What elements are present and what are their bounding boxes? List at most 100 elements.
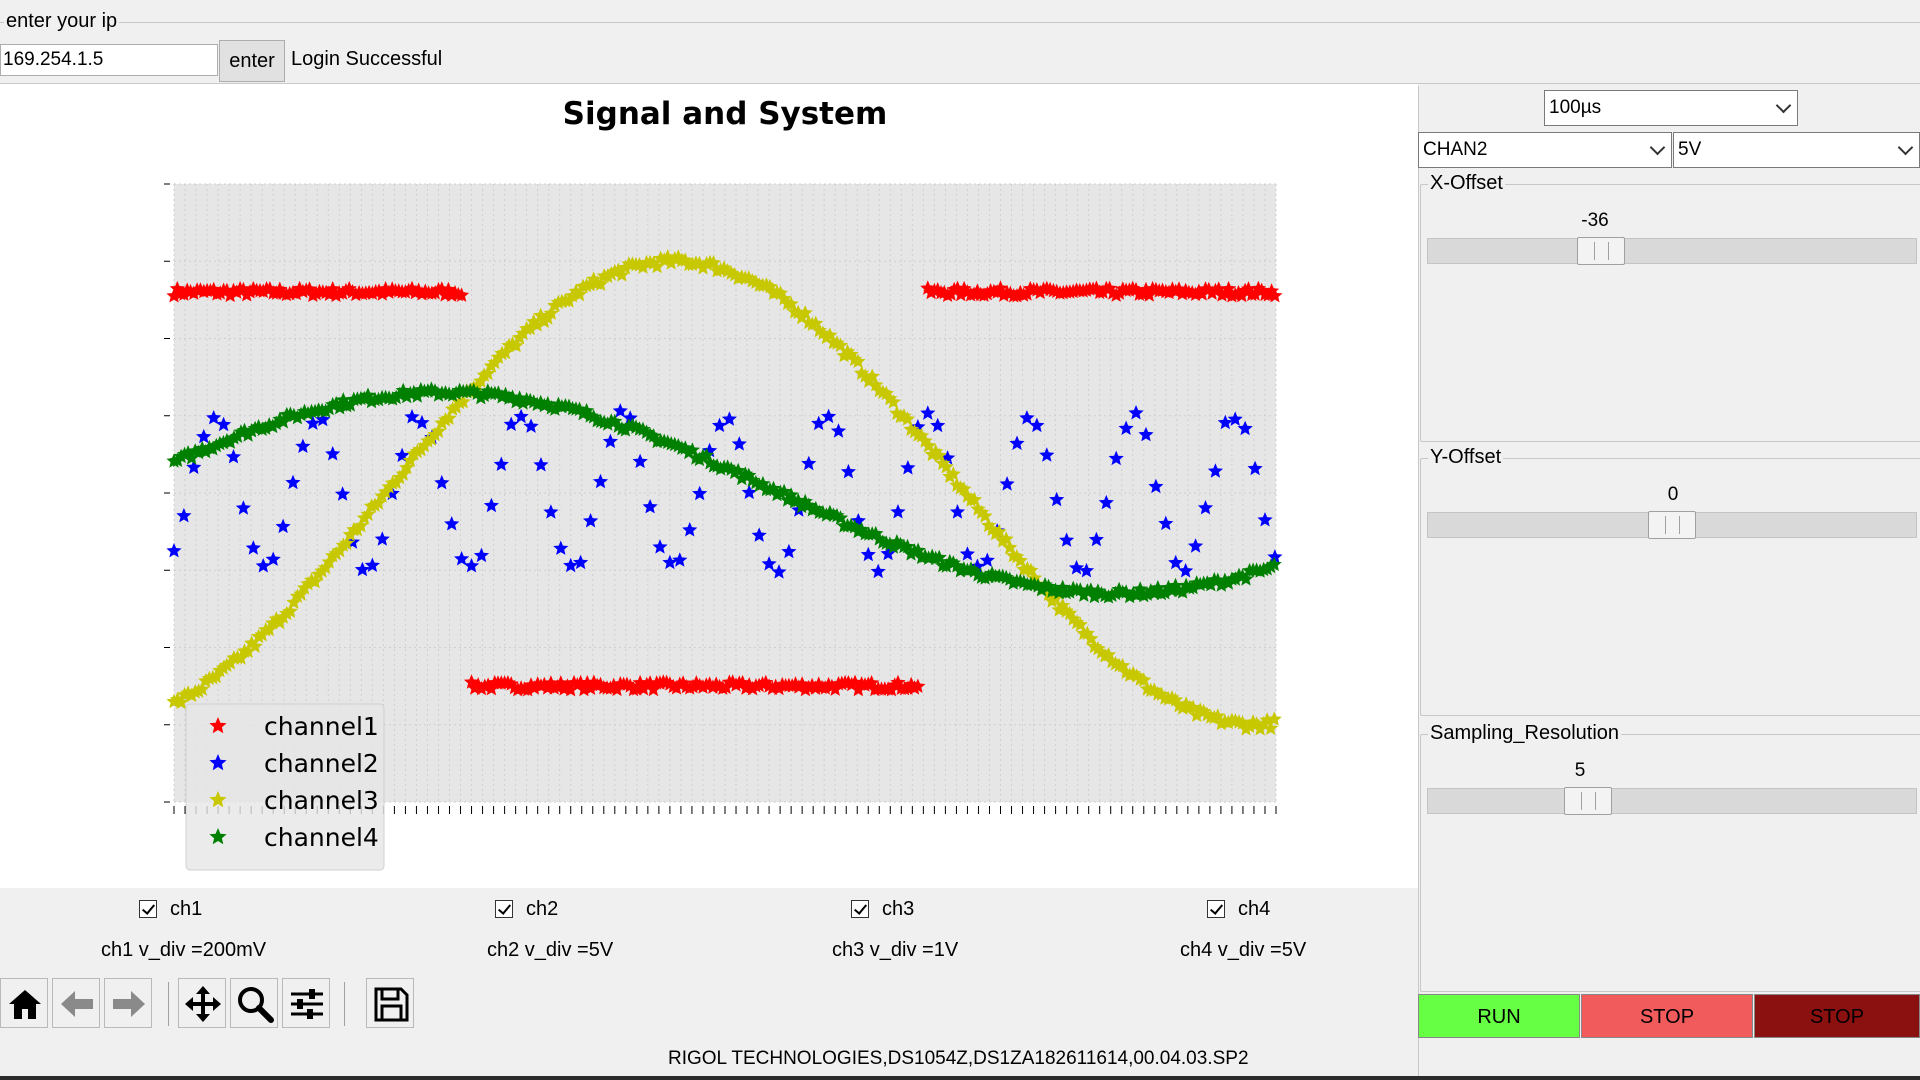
data-point (275, 518, 291, 534)
data-point (194, 681, 210, 696)
data-point (325, 446, 341, 461)
data-point (173, 694, 189, 710)
data-point (662, 554, 678, 570)
back-icon (61, 991, 93, 1017)
home-button[interactable] (0, 978, 48, 1028)
save-button[interactable] (366, 978, 414, 1028)
enter-button[interactable]: enter (219, 40, 285, 82)
volt-select[interactable]: 5V (1673, 132, 1920, 168)
chevron-down-icon (1775, 97, 1792, 114)
sampling-slider[interactable] (1427, 788, 1917, 814)
ip-input[interactable]: 169.254.1.5 (0, 44, 218, 76)
data-point (1267, 287, 1283, 303)
y-offset-handle[interactable] (1648, 511, 1696, 539)
data-point (543, 504, 559, 519)
data-point (1019, 410, 1035, 425)
timebase-value: 100µs (1549, 97, 1602, 118)
plot-svg: Signal and System channel1 channel2 channel… (164, 96, 1283, 871)
data-point (374, 531, 390, 546)
data-point (571, 286, 588, 302)
pan-button[interactable] (178, 978, 226, 1028)
ch4-vdiv: ch4 v_div =5V (1180, 939, 1307, 961)
channel-panel: ch1 ch1 v_div =200mV ch2 ch2 v_div =5V c… (0, 888, 1418, 978)
data-point (191, 683, 207, 698)
data-point (899, 411, 916, 426)
data-point (553, 540, 569, 555)
zoom-button[interactable] (230, 978, 278, 1028)
ch1-vdiv: ch1 v_div =200mV (101, 939, 267, 961)
data-point (245, 540, 261, 555)
data-point (497, 344, 514, 360)
stop-button[interactable]: STOP (1581, 994, 1753, 1038)
bottom-border (0, 1076, 1920, 1080)
x-offset-handle[interactable] (1577, 237, 1626, 265)
data-point (563, 682, 579, 697)
x-offset-value: -36 (1581, 210, 1609, 231)
data-point (870, 563, 886, 579)
ch3-checkbox[interactable] (851, 900, 869, 918)
data-point (354, 561, 371, 577)
ch1-checkbox[interactable] (139, 900, 157, 918)
data-point (445, 401, 461, 416)
data-point (335, 486, 351, 501)
data-point (592, 473, 609, 489)
data-point (1197, 500, 1214, 515)
data-point (1118, 420, 1134, 435)
data-point (801, 455, 817, 471)
data-point (880, 545, 896, 561)
forward-button[interactable] (104, 978, 152, 1028)
back-button[interactable] (52, 978, 100, 1028)
data-point (1263, 558, 1279, 574)
data-point (364, 557, 380, 572)
legend-label-channel2: channel2 (264, 749, 379, 778)
data-point (367, 497, 383, 512)
legend-marker-channel1 (209, 717, 227, 734)
data-point (930, 417, 946, 433)
y-offset-value: 0 (1667, 484, 1679, 505)
data-point (1039, 447, 1055, 462)
data-point (1187, 538, 1204, 553)
data-point (176, 507, 192, 523)
ch4-label: ch4 (1238, 898, 1271, 920)
data-point (441, 410, 457, 425)
data-point (414, 414, 430, 430)
data-point (1049, 491, 1065, 507)
legend-label-channel3: channel3 (264, 786, 379, 815)
data-point (529, 317, 545, 332)
data-point (1207, 463, 1223, 478)
data-point (860, 546, 876, 562)
data-point (1266, 711, 1282, 726)
sampling-title: Sampling_Resolution (1428, 722, 1622, 744)
data-point (434, 474, 450, 490)
data-point (1148, 478, 1164, 494)
timebase-select[interactable]: 100µs (1544, 90, 1798, 126)
ch3-vdiv: ch3 v_div =1V (832, 939, 959, 961)
x-offset-slider[interactable] (1427, 238, 1917, 264)
run-button[interactable]: RUN (1418, 994, 1580, 1038)
ch2-checkbox[interactable] (495, 900, 513, 918)
data-point (463, 558, 480, 573)
pan-icon (185, 986, 221, 1022)
data-point (184, 450, 200, 465)
data-point (1098, 494, 1114, 510)
data-point (721, 411, 737, 426)
ch2-label: ch2 (526, 898, 559, 920)
data-point (455, 394, 471, 409)
data-point (196, 428, 212, 444)
ch4-checkbox[interactable] (1207, 900, 1225, 918)
data-point (563, 557, 579, 573)
data-point (473, 547, 490, 563)
configure-button[interactable] (282, 978, 330, 1028)
plot-toolbar (0, 978, 1418, 1040)
data-point (533, 457, 549, 472)
data-point (602, 433, 618, 449)
channel-select[interactable]: CHAN2 (1418, 132, 1672, 168)
data-point (979, 552, 995, 567)
stop-button-2[interactable]: STOP (1754, 994, 1920, 1038)
home-icon (9, 990, 41, 1019)
data-point (430, 423, 447, 438)
legend-label-channel1: channel1 (264, 712, 379, 741)
sampling-handle[interactable] (1564, 787, 1613, 815)
data-point (945, 466, 961, 481)
ip-groupbox (0, 22, 1920, 84)
